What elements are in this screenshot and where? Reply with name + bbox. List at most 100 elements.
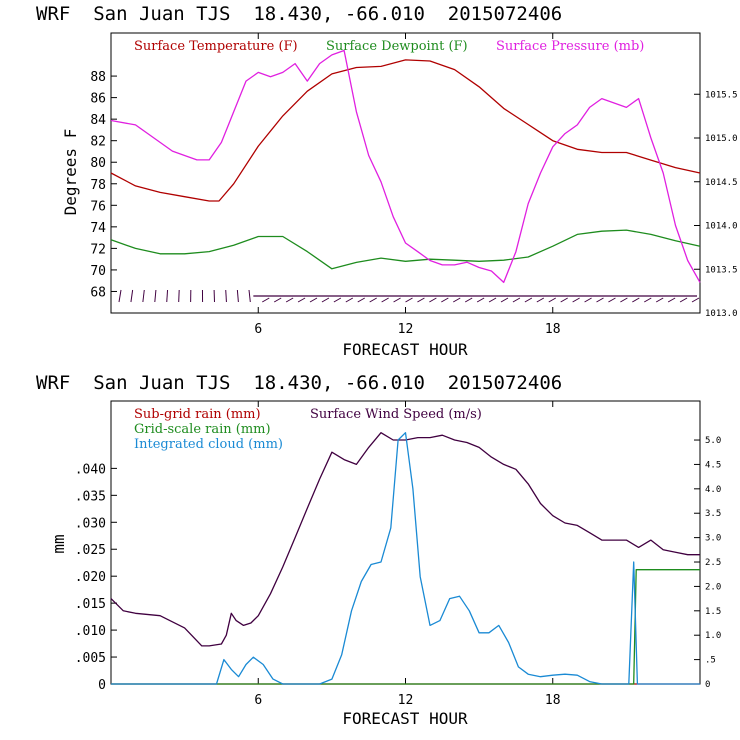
wind-barb <box>632 297 640 303</box>
wind-barb <box>381 297 389 303</box>
wind-barb <box>345 297 354 303</box>
wind-barb <box>357 297 365 303</box>
chart2-xtick-label: 18 <box>545 693 561 708</box>
chart1-series-surface-temperature-f <box>110 59 701 202</box>
chart2-legend-wind-speed: Surface Wind Speed (m/s) <box>310 407 482 422</box>
wind-barb <box>596 297 604 303</box>
chart2-ytick-label: .025 <box>75 543 106 558</box>
chart2-y2tick-label: 4.5 <box>705 460 721 470</box>
chart1-ytick-label: 74 <box>90 221 106 236</box>
wind-barb <box>500 297 509 303</box>
chart2-series-surface-wind-speed-m-s <box>110 432 700 647</box>
wind-barb <box>309 297 318 303</box>
chart1-ytick-label: 72 <box>90 242 106 257</box>
wind-barb <box>524 297 533 303</box>
chart1-y2tick-label: 1013.0 <box>705 309 738 319</box>
wind-barb <box>429 297 437 303</box>
chart2-y2tick-label: 4.0 <box>705 485 721 495</box>
wind-barb <box>369 297 377 303</box>
wind-barb <box>512 297 521 303</box>
chart2-ytick-label: 0 <box>98 678 106 693</box>
chart1-ytick-label: 76 <box>90 199 106 214</box>
chart1-ylabel: Degrees F <box>61 129 80 216</box>
wind-barb <box>655 297 664 303</box>
chart2-y2tick-label: .5 <box>705 656 716 666</box>
chart1-xtick-label: 18 <box>545 322 561 337</box>
chart2-y2tick-label: 5.0 <box>705 436 721 446</box>
wind-barb <box>273 297 282 303</box>
wind-barb <box>248 289 251 303</box>
wind-barbs <box>118 289 700 303</box>
chart1-ytick-label: 84 <box>90 113 106 128</box>
chart1-ytick-label: 86 <box>90 92 106 107</box>
chart1-ytick-label: 78 <box>90 178 106 193</box>
wind-barb <box>236 289 239 303</box>
wind-barb <box>548 297 556 303</box>
wind-barb <box>285 297 294 303</box>
chart1-series-surface-dewpoint-f <box>110 229 701 270</box>
chart1-series-surface-pressure-mb <box>110 49 701 284</box>
wind-barb <box>560 297 568 303</box>
chart2-y2tick-label: 0 <box>705 680 710 690</box>
chart2-ytick-label: .040 <box>75 462 106 477</box>
chart2-ytick-label: .010 <box>75 624 106 639</box>
wind-barb <box>405 297 413 303</box>
wind-barb <box>441 297 449 303</box>
chart1-y2tick-label: 1015.0 <box>705 134 738 144</box>
wind-barb <box>679 297 688 303</box>
chart1-legend-dewpoint: Surface Dewpoint (F) <box>326 39 468 54</box>
chart2-y2tick-label: 2.0 <box>705 582 721 592</box>
wind-barb <box>620 297 628 303</box>
wind-barb <box>262 297 270 303</box>
wind-barb <box>572 297 580 303</box>
chart1-plot-frame <box>110 32 701 314</box>
wind-barb <box>691 297 700 303</box>
chart1-y2tick-label: 1013.5 <box>705 265 738 275</box>
wind-barb <box>644 297 652 303</box>
chart2-series-integrated-cloud-mm <box>111 432 700 685</box>
chart2-legend-integrated-cloud: Integrated cloud (mm) <box>134 437 283 452</box>
chart2-title: WRF San Juan TJS 18.430, -66.010 2015072… <box>36 372 562 394</box>
chart2-ylabel: mm <box>49 534 68 553</box>
wind-barb <box>178 289 180 303</box>
chart1-y2tick-label: 1015.5 <box>705 90 738 100</box>
precip-chart: WRF San Juan TJS 18.430, -66.010 2015072… <box>36 372 721 728</box>
wind-barb <box>333 297 342 303</box>
wind-barb <box>464 297 473 303</box>
wind-barb <box>321 297 330 303</box>
chart2-y2tick-label: 1.0 <box>705 631 721 641</box>
chart2-y2tick-label: 3.0 <box>705 534 721 544</box>
chart2-y2tick-label: 2.5 <box>705 558 721 568</box>
wind-barb <box>488 297 497 303</box>
chart1-y2tick-label: 1014.5 <box>705 178 738 188</box>
chart1-ytick-label: 70 <box>90 264 106 279</box>
wind-barb <box>584 297 592 303</box>
chart1-xtick-label: 6 <box>254 322 262 337</box>
chart1-legend-temperature: Surface Temperature (F) <box>134 39 298 54</box>
chart1-title: WRF San Juan TJS 18.430, -66.010 2015072… <box>36 3 562 25</box>
chart2-ytick-label: .030 <box>75 516 106 531</box>
chart2-ytick-label: .020 <box>75 570 106 585</box>
wind-barb <box>154 289 157 303</box>
temperature-chart: WRF San Juan TJS 18.430, -66.010 2015072… <box>36 3 738 359</box>
chart2-ytick-label: .015 <box>75 597 106 612</box>
chart2-legend-subgrid-rain: Sub-grid rain (mm) <box>134 407 261 422</box>
chart2-ytick-label: .005 <box>75 651 106 666</box>
wind-barb <box>417 297 425 303</box>
chart2-xtick-label: 6 <box>254 693 262 708</box>
wind-barb <box>297 297 306 303</box>
chart2-y2tick-label: 3.5 <box>705 509 721 519</box>
chart2-series-grid-scale-rain-mm <box>111 569 700 685</box>
wind-barb <box>667 297 676 303</box>
chart1-y2tick-label: 1014.0 <box>705 222 738 232</box>
chart2-xtick-label: 12 <box>398 693 414 708</box>
wind-barb <box>453 297 461 303</box>
chart1-legend-pressure: Surface Pressure (mb) <box>496 39 644 54</box>
wind-barb <box>118 289 122 303</box>
wind-barb <box>130 289 134 303</box>
chart1-ytick-label: 88 <box>90 70 106 85</box>
wind-barb <box>393 297 401 303</box>
chart1-xtick-label: 12 <box>398 322 414 337</box>
chart2-xlabel: FORECAST HOUR <box>342 709 468 728</box>
